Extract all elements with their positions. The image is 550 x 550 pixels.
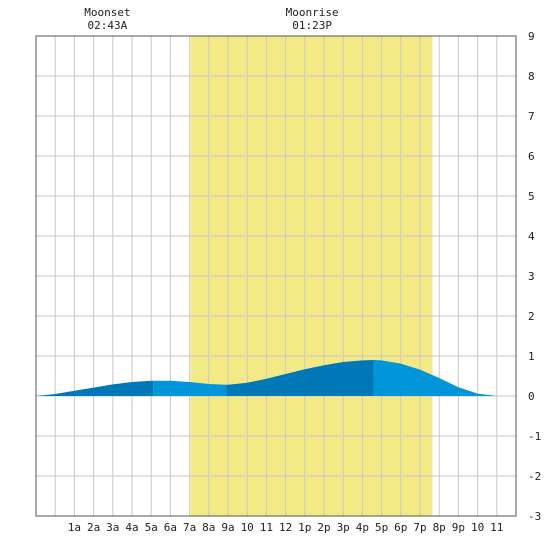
x-tick-label: 8p — [433, 521, 446, 534]
plot-frame — [35, 35, 517, 517]
x-tick-label: 3a — [106, 521, 119, 534]
x-tick-label: 4p — [356, 521, 369, 534]
tide-segment-3 — [226, 360, 374, 396]
y-tick-label: 6 — [528, 150, 535, 163]
tide-segment-1 — [36, 380, 154, 396]
x-tick-label: 7p — [413, 521, 426, 534]
moon-event-time: 02:43A — [88, 19, 128, 32]
x-tick-label: 5a — [145, 521, 158, 534]
y-tick-label: 4 — [528, 230, 535, 243]
y-tick-label: 1 — [528, 350, 535, 363]
x-tick-labels: 1a 2a 3a 4a 5a 6a 7a 8a 9a 10 11 12 1p 2p 3p 4p 5p 6p 7p 8p… — [68, 521, 504, 534]
x-tick-label: 3p — [337, 521, 350, 534]
x-tick-label: 1p — [298, 521, 311, 534]
y-tick-label: 3 — [528, 270, 535, 283]
x-tick-label: 11 — [490, 521, 503, 534]
x-tick-label: 7a — [183, 521, 196, 534]
moon-event-title: Moonrise — [286, 6, 339, 19]
y-tick-label: -2 — [528, 470, 541, 483]
x-tick-label: 12 — [279, 521, 292, 534]
x-tick-label: 9p — [452, 521, 465, 534]
x-tick-label: 10 — [241, 521, 254, 534]
y-tick-label: 5 — [528, 190, 535, 203]
x-tick-label: 2p — [317, 521, 330, 534]
y-tick-label: 2 — [528, 310, 535, 323]
x-tick-label: 4a — [125, 521, 138, 534]
x-tick-label: 1a — [68, 521, 81, 534]
y-tick-labels: 9 8 7 6 5 4 3 2 1 0 -1 -2 -3 — [528, 30, 541, 523]
x-tick-label: 11 — [260, 521, 273, 534]
x-tick-label: 6a — [164, 521, 177, 534]
x-tick-label: 9a — [221, 521, 234, 534]
x-tick-label: 5p — [375, 521, 388, 534]
x-tick-label: 10 — [471, 521, 484, 534]
x-tick-label: 2a — [87, 521, 100, 534]
y-tick-label: 9 — [528, 30, 535, 43]
x-tick-label: 6p — [394, 521, 407, 534]
y-tick-label: -3 — [528, 510, 541, 523]
y-tick-label: 0 — [528, 390, 535, 403]
y-tick-label: 7 — [528, 110, 535, 123]
tide-segment-2 — [153, 380, 227, 396]
plot-frame-layer — [35, 35, 517, 517]
y-tick-label: 8 — [528, 70, 535, 83]
moon-event-title: Moonset — [84, 6, 130, 19]
tide-segment-4 — [373, 360, 516, 396]
x-tick-label: 8a — [202, 521, 215, 534]
y-tick-label: -1 — [528, 430, 541, 443]
tide-area-layer — [36, 360, 516, 396]
moon-event-time: 01:23P — [292, 19, 332, 32]
